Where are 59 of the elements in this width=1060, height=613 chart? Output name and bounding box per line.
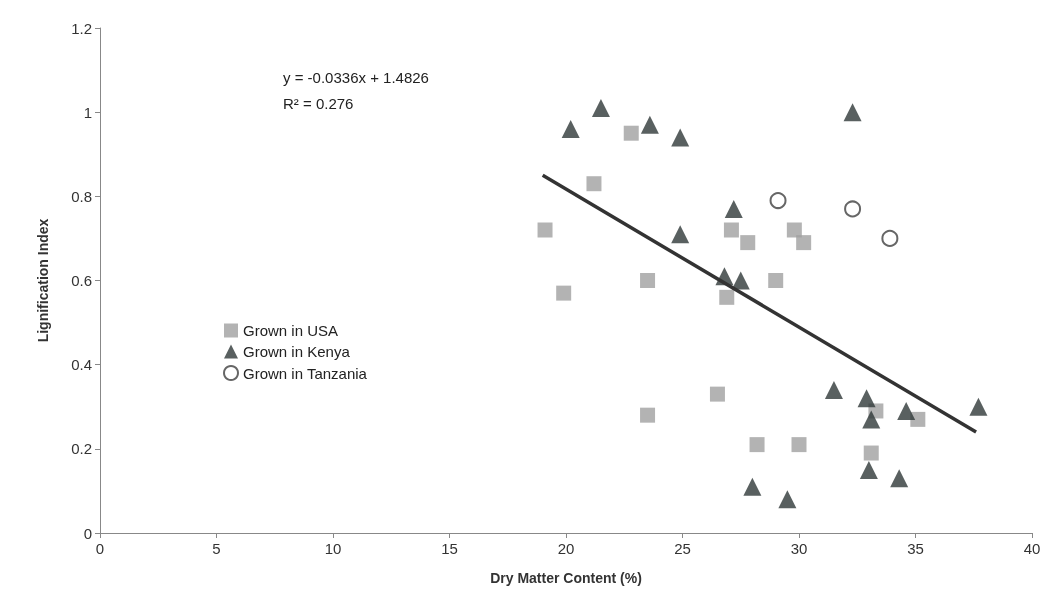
- point: [724, 199, 743, 218]
- point: [719, 289, 735, 305]
- point: [843, 103, 862, 122]
- point: [857, 389, 876, 408]
- point: [786, 222, 802, 238]
- point: [824, 380, 843, 399]
- x-tick-label: 10: [324, 540, 342, 557]
- point: [881, 229, 899, 247]
- point: [796, 235, 812, 251]
- x-tick-label: 0: [95, 540, 105, 557]
- y-tick-label: 0.4: [71, 356, 92, 374]
- point: [623, 125, 639, 141]
- point: [591, 98, 610, 117]
- x-tick-label: 30: [790, 540, 808, 557]
- point: [537, 222, 553, 238]
- legend-label: Grown in Tanzania: [243, 364, 368, 382]
- y-tick-label: 1: [83, 103, 92, 121]
- annotation: R² = 0.276: [283, 95, 354, 112]
- point: [731, 271, 750, 290]
- x-tick-label: 25: [674, 540, 691, 557]
- x-tick-label: 5: [212, 540, 221, 557]
- point: [743, 477, 762, 496]
- point: [561, 120, 580, 138]
- y-tick-label: 0.2: [71, 440, 92, 458]
- y-tick-label: 0.6: [71, 272, 92, 289]
- legend-label: Grown in Kenya: [243, 343, 351, 360]
- point: [897, 401, 916, 420]
- point: [749, 437, 765, 453]
- point: [671, 225, 690, 244]
- point: [640, 273, 656, 288]
- legend-label: Grown in USA: [243, 322, 339, 339]
- point: [740, 235, 756, 251]
- x-tick-label: 35: [907, 540, 924, 557]
- point: [791, 437, 807, 453]
- point: [640, 115, 659, 134]
- point: [709, 386, 725, 402]
- x-axis-title: Dry Matter Content (%): [490, 570, 642, 586]
- point: [844, 200, 862, 218]
- point: [859, 460, 878, 479]
- x-tick-label: 20: [557, 540, 575, 557]
- point: [556, 285, 572, 301]
- point: [723, 222, 739, 238]
- point: [768, 273, 784, 288]
- point: [640, 407, 656, 423]
- y-tick-label: 0.8: [71, 187, 92, 205]
- y-axis-title: Lignification Index: [35, 218, 51, 343]
- x-tick-label: 15: [441, 540, 458, 557]
- y-tick-label: 1.2: [71, 19, 92, 37]
- x-tick-label: 40: [1023, 540, 1041, 557]
- point: [890, 469, 909, 488]
- point: [778, 490, 797, 509]
- point: [862, 410, 881, 429]
- annotation: y = -0.0336x + 1.4826: [283, 69, 429, 86]
- point: [969, 397, 988, 416]
- y-tick-label: 0: [83, 524, 92, 542]
- point: [586, 176, 602, 192]
- point: [863, 445, 879, 461]
- point: [671, 128, 690, 147]
- point: [769, 192, 787, 210]
